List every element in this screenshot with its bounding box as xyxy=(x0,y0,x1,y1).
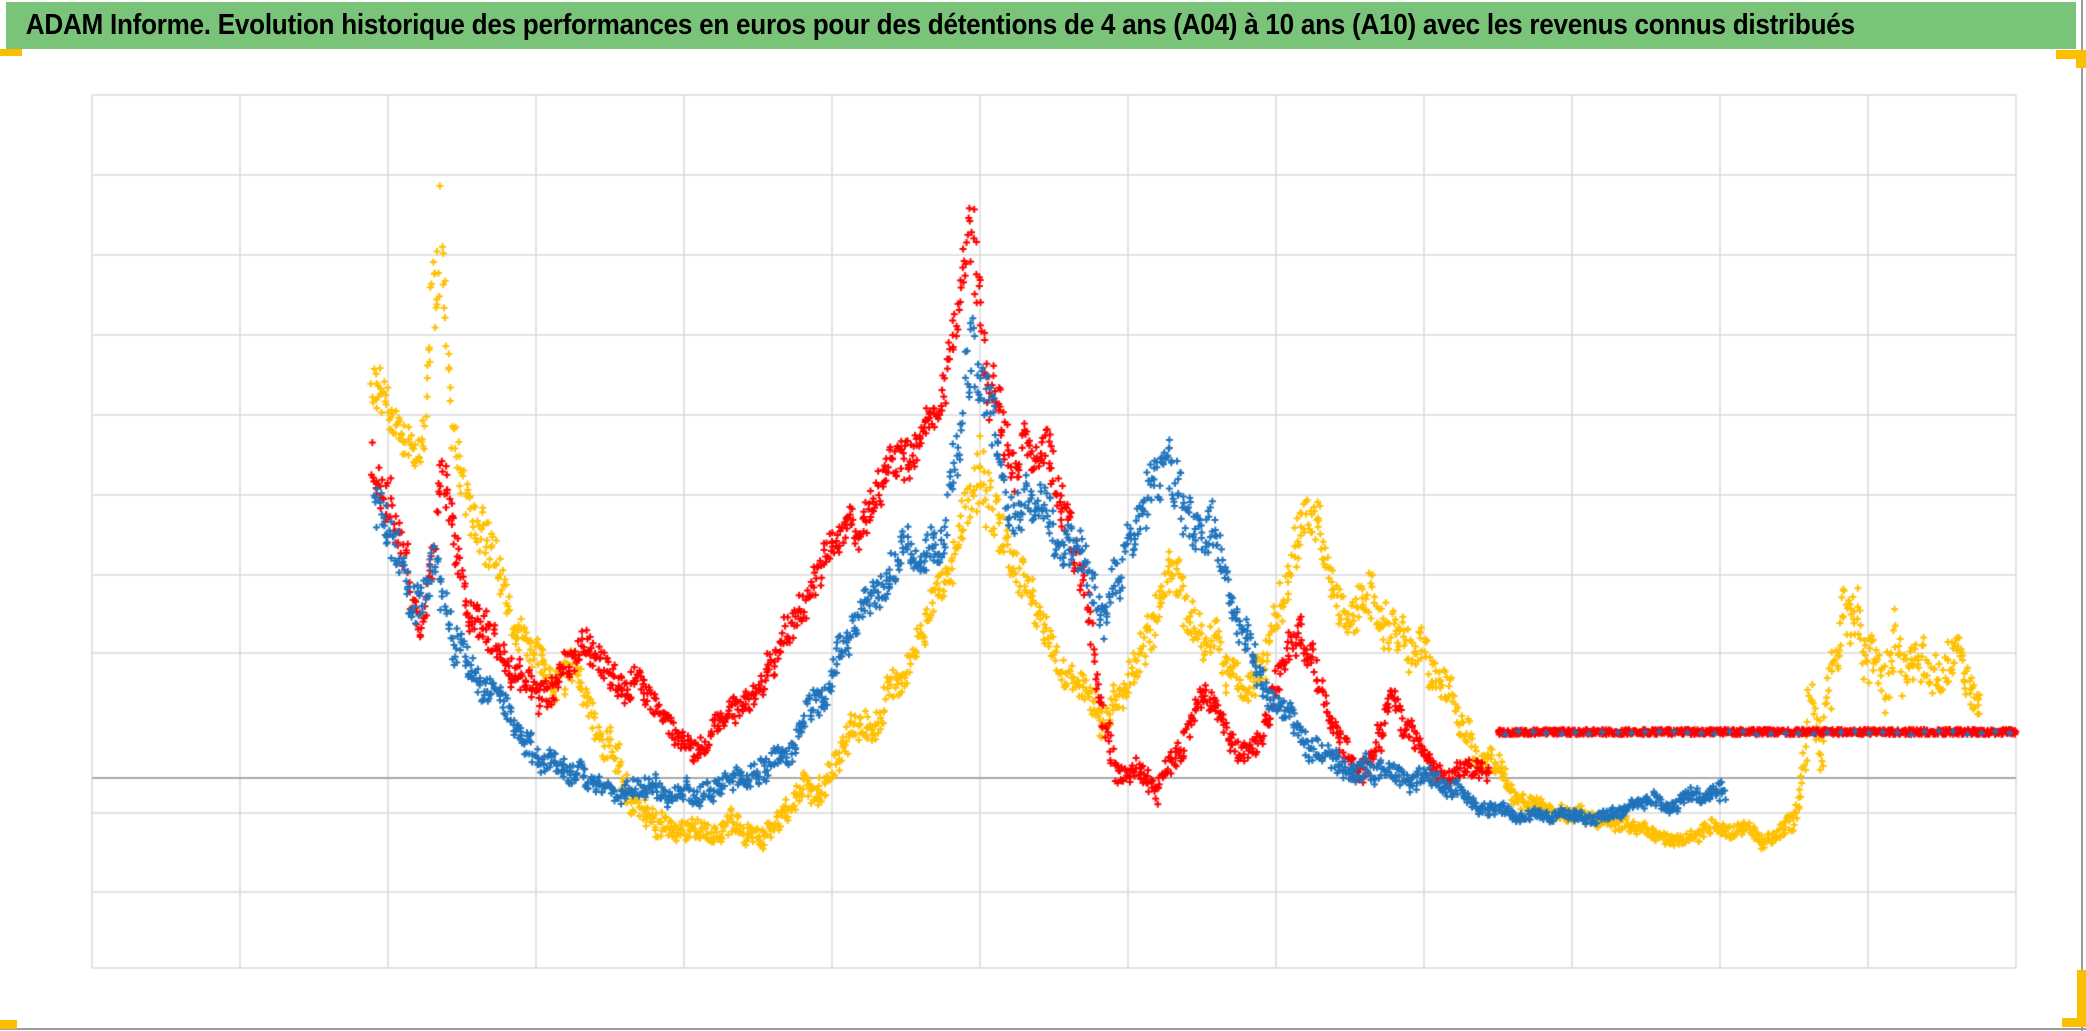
chart-title: ADAM Informe. Evolution historique des p… xyxy=(25,9,1855,41)
slide-bottom-edge xyxy=(0,1028,2086,1030)
corner-mark-bar xyxy=(2056,50,2086,59)
corner-mark-bar xyxy=(2076,50,2086,68)
corner-mark-bar xyxy=(0,49,22,56)
chart-title-bar: ADAM Informe. Evolution historique des p… xyxy=(6,2,2076,49)
corner-mark-bar xyxy=(2077,970,2086,1027)
slide-right-edge xyxy=(2081,0,2083,1031)
corner-mark-bar xyxy=(0,1020,17,1029)
corner-mark-bar xyxy=(2062,1018,2086,1027)
